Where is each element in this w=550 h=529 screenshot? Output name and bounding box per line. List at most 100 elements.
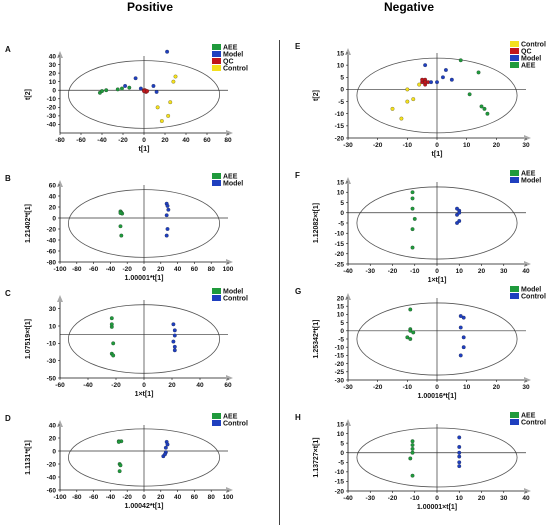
y-tick-label-h: -5 xyxy=(338,460,344,467)
x-tick-label-d: -80 xyxy=(72,494,82,501)
data-point-b-model xyxy=(164,233,169,238)
legend-swatch-f-aee xyxy=(510,170,519,176)
x-tick-label-f: 20 xyxy=(478,268,486,275)
data-point-h-control xyxy=(457,445,462,449)
data-point-h-control xyxy=(457,435,462,440)
x-tick-label-c: 0 xyxy=(142,382,146,389)
y-tick-label-e: 10 xyxy=(337,62,345,69)
x-tick-label-d: 0 xyxy=(142,494,146,501)
y-tick-label-g: -5 xyxy=(338,336,344,343)
y-tick-label-c: -30 xyxy=(47,358,57,365)
x-tick-label-h: 20 xyxy=(478,495,486,502)
y-tick-label-f: -25 xyxy=(335,261,345,268)
x-tick-label-d: 80 xyxy=(208,494,216,501)
x-axis-title-d: 1.00042*t[1] xyxy=(125,503,164,510)
x-tick-label-g: 0 xyxy=(435,384,439,391)
data-point-g-model xyxy=(408,337,413,341)
legend-swatch-d-aee xyxy=(212,413,221,419)
data-point-a-aee xyxy=(104,88,109,93)
data-point-e-control xyxy=(405,99,410,104)
legend-label-d-control: Control xyxy=(223,421,248,428)
data-point-f-aee xyxy=(410,196,415,201)
panel-letter-d: D xyxy=(5,414,11,423)
y-tick-label-b: 60 xyxy=(49,182,57,189)
data-point-h-control xyxy=(457,460,462,465)
y-tick-label-f: -5 xyxy=(338,220,344,227)
x-tick-label-b: 20 xyxy=(157,266,165,273)
x-tick-label-g: 10 xyxy=(463,384,471,391)
data-point-f-aee xyxy=(410,206,415,211)
x-tick-label-c: 40 xyxy=(196,382,204,389)
data-point-g-control xyxy=(458,314,463,318)
data-point-e-control xyxy=(411,97,416,102)
data-point-e-model xyxy=(423,63,428,68)
y-axis-arrow-c xyxy=(57,295,63,302)
data-point-a-model xyxy=(151,84,156,88)
panel-letter-h: H xyxy=(295,413,301,422)
x-tick-label-g: 30 xyxy=(522,384,530,391)
data-point-e-aee xyxy=(458,58,463,63)
legend-label-a-aee: AEE xyxy=(223,45,238,52)
y-tick-label-a: 0 xyxy=(52,88,56,95)
y-axis-arrow-a xyxy=(57,51,63,58)
y-tick-label-h: 5 xyxy=(340,440,344,447)
data-point-d-aee xyxy=(117,469,122,474)
x-tick-label-e: 30 xyxy=(522,142,530,149)
y-tick-label-h: -15 xyxy=(335,479,345,486)
y-tick-label-h: 0 xyxy=(340,450,344,457)
x-axis-arrow-f xyxy=(524,261,531,267)
x-tick-label-g: -10 xyxy=(403,384,413,391)
data-point-c-control xyxy=(172,348,177,353)
x-tick-label-e: -30 xyxy=(343,142,353,149)
data-point-a-control xyxy=(173,74,178,79)
y-axis-title-e: t[2] xyxy=(313,90,320,101)
y-axis-title-f: 1.12082×t[1] xyxy=(313,203,320,243)
data-point-h-aee xyxy=(410,446,415,451)
y-tick-label-f: -10 xyxy=(335,231,345,238)
data-point-a-aee xyxy=(115,87,120,92)
positive-heading: Positive xyxy=(127,0,174,14)
data-point-a-control xyxy=(171,79,176,84)
y-axis-title-a: t[2] xyxy=(25,89,32,100)
x-tick-label-e: 0 xyxy=(435,142,439,149)
data-point-e-control xyxy=(399,116,404,121)
data-point-a-control xyxy=(166,113,171,118)
x-tick-label-h: -40 xyxy=(343,495,353,502)
data-point-g-control xyxy=(461,335,466,340)
x-tick-label-a: 60 xyxy=(203,137,211,144)
x-tick-label-d: -40 xyxy=(106,494,116,501)
y-tick-label-g: -20 xyxy=(335,361,345,368)
data-point-e-model xyxy=(443,68,448,72)
data-point-f-model xyxy=(457,210,462,215)
y-tick-label-f: 5 xyxy=(340,200,344,207)
legend-label-d-aee: AEE xyxy=(223,414,238,421)
data-point-f-model xyxy=(455,221,459,225)
y-tick-label-b: 40 xyxy=(49,193,57,200)
y-tick-label-a: 30 xyxy=(49,62,57,69)
x-tick-label-f: 30 xyxy=(500,268,508,275)
data-point-b-aee xyxy=(118,224,123,229)
x-tick-label-h: 0 xyxy=(435,495,439,502)
y-tick-label-d: -20 xyxy=(47,461,57,468)
data-point-g-control xyxy=(461,315,466,320)
legend-label-h-control: Control xyxy=(521,420,546,427)
legend-swatch-g-model xyxy=(510,286,519,292)
y-tick-label-b: -80 xyxy=(47,259,57,266)
x-axis-arrow-b xyxy=(226,259,233,265)
y-tick-label-d: 40 xyxy=(49,422,57,429)
data-point-h-control xyxy=(457,454,462,459)
y-tick-label-a: -30 xyxy=(47,113,57,120)
x-tick-label-e: -10 xyxy=(403,142,413,149)
y-tick-label-c: -10 xyxy=(47,341,57,348)
y-tick-label-e: -15 xyxy=(335,123,345,130)
y-axis-arrow-e xyxy=(345,48,351,55)
x-axis-title-e: t[1] xyxy=(432,151,443,158)
legend-swatch-d-control xyxy=(212,420,221,426)
x-tick-label-a: 20 xyxy=(161,137,169,144)
x-tick-label-h: -30 xyxy=(366,495,376,502)
y-axis-title-c: 1.07519×t[1] xyxy=(25,319,32,359)
data-point-a-model xyxy=(154,90,159,94)
legend-label-b-aee: AEE xyxy=(223,174,238,181)
x-tick-label-c: -40 xyxy=(83,382,93,389)
